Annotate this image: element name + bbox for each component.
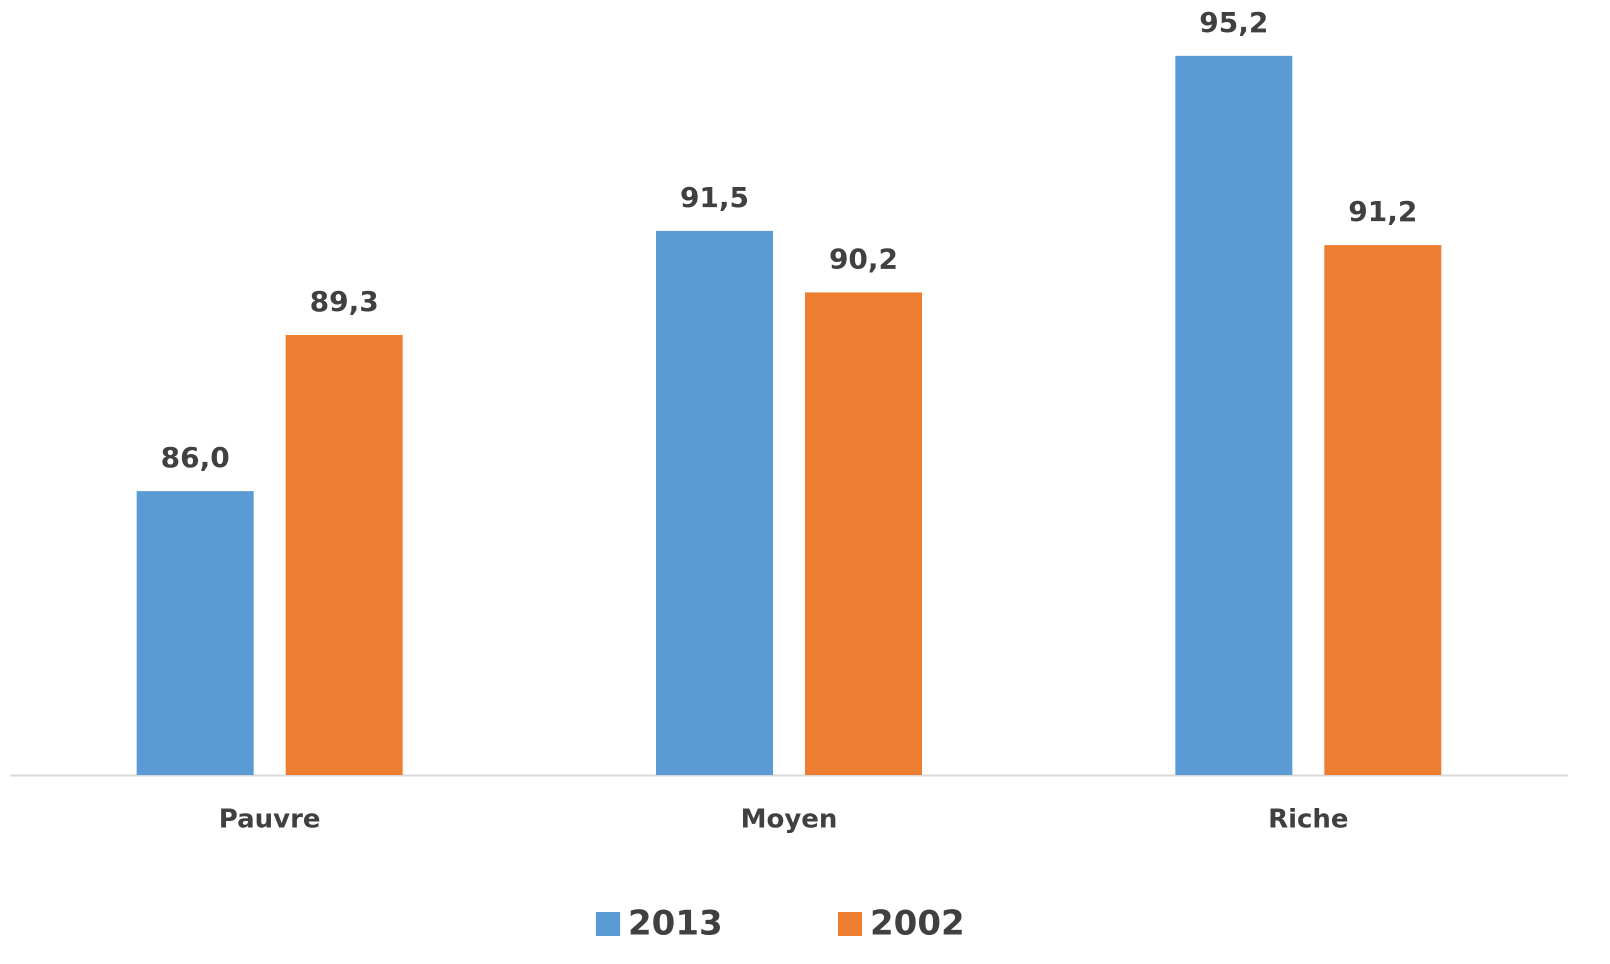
data-label: 90,2 bbox=[829, 242, 898, 275]
legend-swatch bbox=[596, 912, 620, 936]
legend-swatch bbox=[838, 912, 862, 936]
bar bbox=[285, 334, 403, 775]
data-label: 95,2 bbox=[1199, 6, 1268, 39]
x-tick-label: Pauvre bbox=[219, 805, 321, 835]
data-label: 89,3 bbox=[310, 285, 379, 318]
x-tick-label: Moyen bbox=[741, 805, 838, 835]
bar bbox=[805, 292, 922, 775]
bar bbox=[1175, 55, 1293, 776]
legend-label: 2002 bbox=[870, 904, 965, 944]
legend-label: 2013 bbox=[628, 904, 723, 944]
bar bbox=[1324, 245, 1442, 776]
data-label: 91,2 bbox=[1348, 195, 1417, 228]
bar bbox=[656, 230, 773, 775]
bar bbox=[136, 491, 254, 775]
data-label: 91,5 bbox=[680, 181, 749, 214]
data-label: 86,0 bbox=[161, 441, 230, 474]
x-tick-label: Riche bbox=[1268, 805, 1349, 835]
